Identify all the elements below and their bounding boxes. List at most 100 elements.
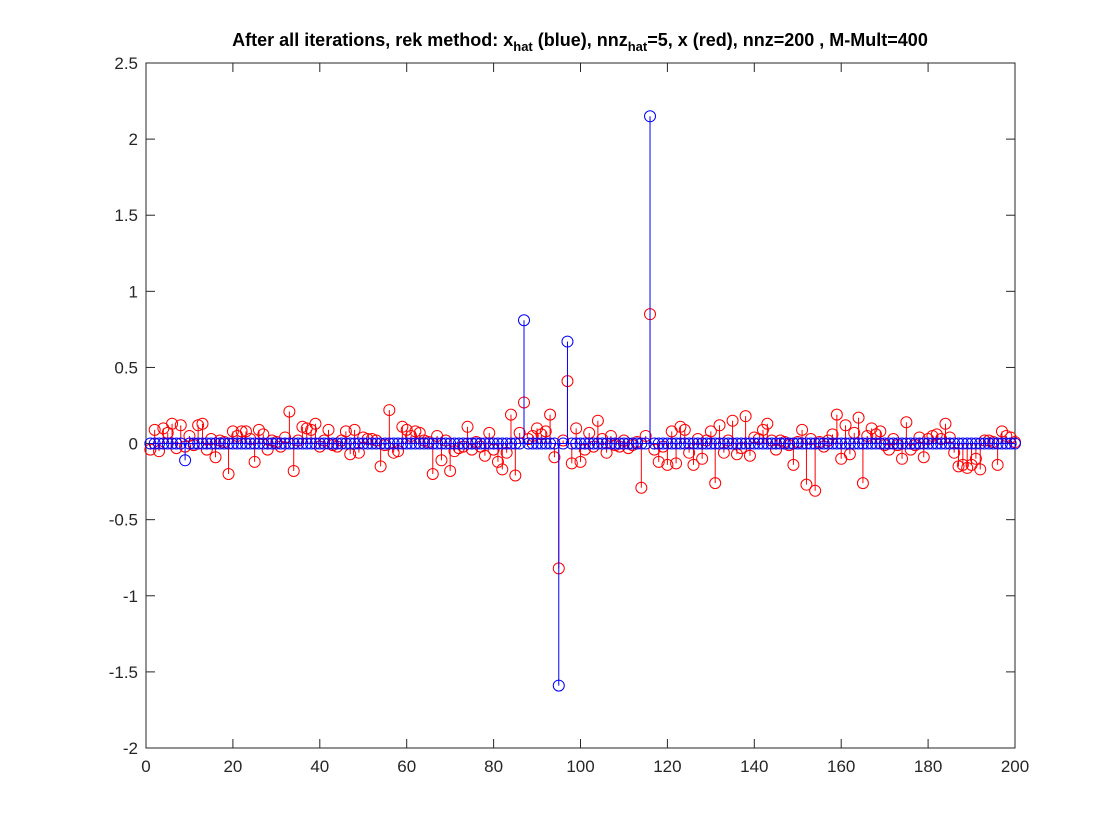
stem-marker [670, 437, 683, 450]
stem-marker [882, 437, 895, 450]
stem-marker [348, 423, 361, 436]
stem-marker [722, 437, 735, 450]
stem-marker [187, 437, 200, 450]
stem-marker [235, 425, 248, 438]
stem-marker [148, 437, 161, 450]
stem-marker [761, 417, 774, 430]
stem-marker [896, 452, 909, 465]
stem-marker [991, 437, 1004, 450]
stem-marker [587, 440, 600, 453]
stem-marker [222, 468, 235, 480]
stem-marker [961, 461, 974, 474]
x-tick-labels: 0 20 40 60 80 100 120 140 160 180 200 [141, 757, 1029, 776]
y-tick-label: 0.5 [114, 358, 138, 377]
title-segment: (blue), nnz [533, 30, 628, 50]
stem-marker [365, 437, 378, 450]
stem-marker [322, 437, 335, 450]
stem-marker [252, 423, 265, 436]
stem-marker [991, 458, 1004, 471]
stem-marker [661, 437, 674, 450]
y-tick-label: 2.5 [114, 54, 138, 73]
stem-marker [561, 335, 574, 348]
stem-marker [348, 437, 361, 450]
stem-marker [978, 437, 991, 450]
stem-marker [978, 434, 991, 447]
stem-marker [565, 437, 578, 450]
stem-marker [874, 437, 887, 450]
stem-marker [509, 437, 522, 450]
stem-marker [483, 437, 496, 450]
stem-marker [939, 437, 952, 450]
stem-marker [648, 437, 661, 450]
stem-marker [661, 458, 674, 471]
stem-marker [544, 437, 557, 450]
series-group [144, 110, 1021, 692]
y-tick-labels: -2 -1.5 -1 -0.5 0 0.5 1 1.5 2 2.5 [109, 54, 138, 758]
stem-marker [613, 437, 626, 450]
stem-marker [691, 437, 704, 450]
stem-marker [239, 425, 252, 438]
stem-marker [153, 445, 166, 458]
stem-marker [296, 437, 309, 450]
stem-marker [909, 437, 922, 450]
stem-marker [435, 454, 448, 467]
stem-marker [904, 437, 917, 450]
stem-marker [657, 437, 670, 450]
stem-marker [257, 437, 270, 450]
stem-marker [504, 437, 517, 450]
stem-marker [678, 423, 691, 436]
stem-marker [557, 434, 570, 447]
stem-marker [270, 437, 283, 450]
stem-marker [765, 437, 778, 450]
stem-marker [617, 437, 630, 450]
stem-marker [487, 437, 500, 450]
stem-marker [935, 437, 948, 450]
stem-marker [683, 437, 696, 450]
stem-marker [865, 422, 878, 435]
stem-marker [869, 437, 882, 450]
stem-marker [235, 437, 248, 450]
stem-marker [800, 478, 813, 491]
stem-marker [478, 437, 491, 450]
stem-marker [809, 484, 822, 497]
stem-marker [791, 437, 804, 450]
x-tick-label: 140 [740, 757, 768, 776]
y-tick-label: -0.5 [109, 511, 138, 530]
stem-marker [222, 437, 235, 450]
stem-marker [570, 437, 583, 450]
stem-marker [630, 437, 643, 450]
stem-marker [961, 437, 974, 450]
stem-marker [578, 443, 591, 456]
stem-marker [226, 425, 239, 438]
x-tick-label: 100 [566, 757, 594, 776]
stem-marker [213, 437, 226, 450]
stem-marker [743, 449, 756, 462]
stem-marker [326, 437, 339, 450]
stem-marker [600, 437, 613, 450]
stem-marker [817, 440, 830, 453]
x-tick-label: 200 [1001, 757, 1029, 776]
stem-marker [652, 437, 665, 450]
stem-marker [739, 410, 752, 423]
stem-marker [995, 425, 1008, 438]
stem-marker [218, 437, 231, 450]
stem-marker [943, 431, 956, 444]
stem-marker [426, 437, 439, 450]
stem-marker [622, 437, 635, 450]
stem-marker [861, 429, 874, 442]
stem-marker [370, 437, 383, 450]
stem-marker [531, 437, 544, 450]
stem-marker [491, 455, 504, 468]
stem-marker [205, 437, 218, 450]
stem-marker [405, 437, 418, 450]
stem-marker [717, 437, 730, 450]
stem-marker [283, 405, 296, 418]
stem-marker [635, 437, 648, 450]
stem-marker [987, 437, 1000, 450]
stem-marker [552, 679, 565, 692]
stem-marker [339, 425, 352, 438]
stem-marker [852, 437, 865, 450]
stem-marker [378, 437, 391, 450]
stem-marker [856, 477, 869, 490]
stem-marker [904, 443, 917, 456]
